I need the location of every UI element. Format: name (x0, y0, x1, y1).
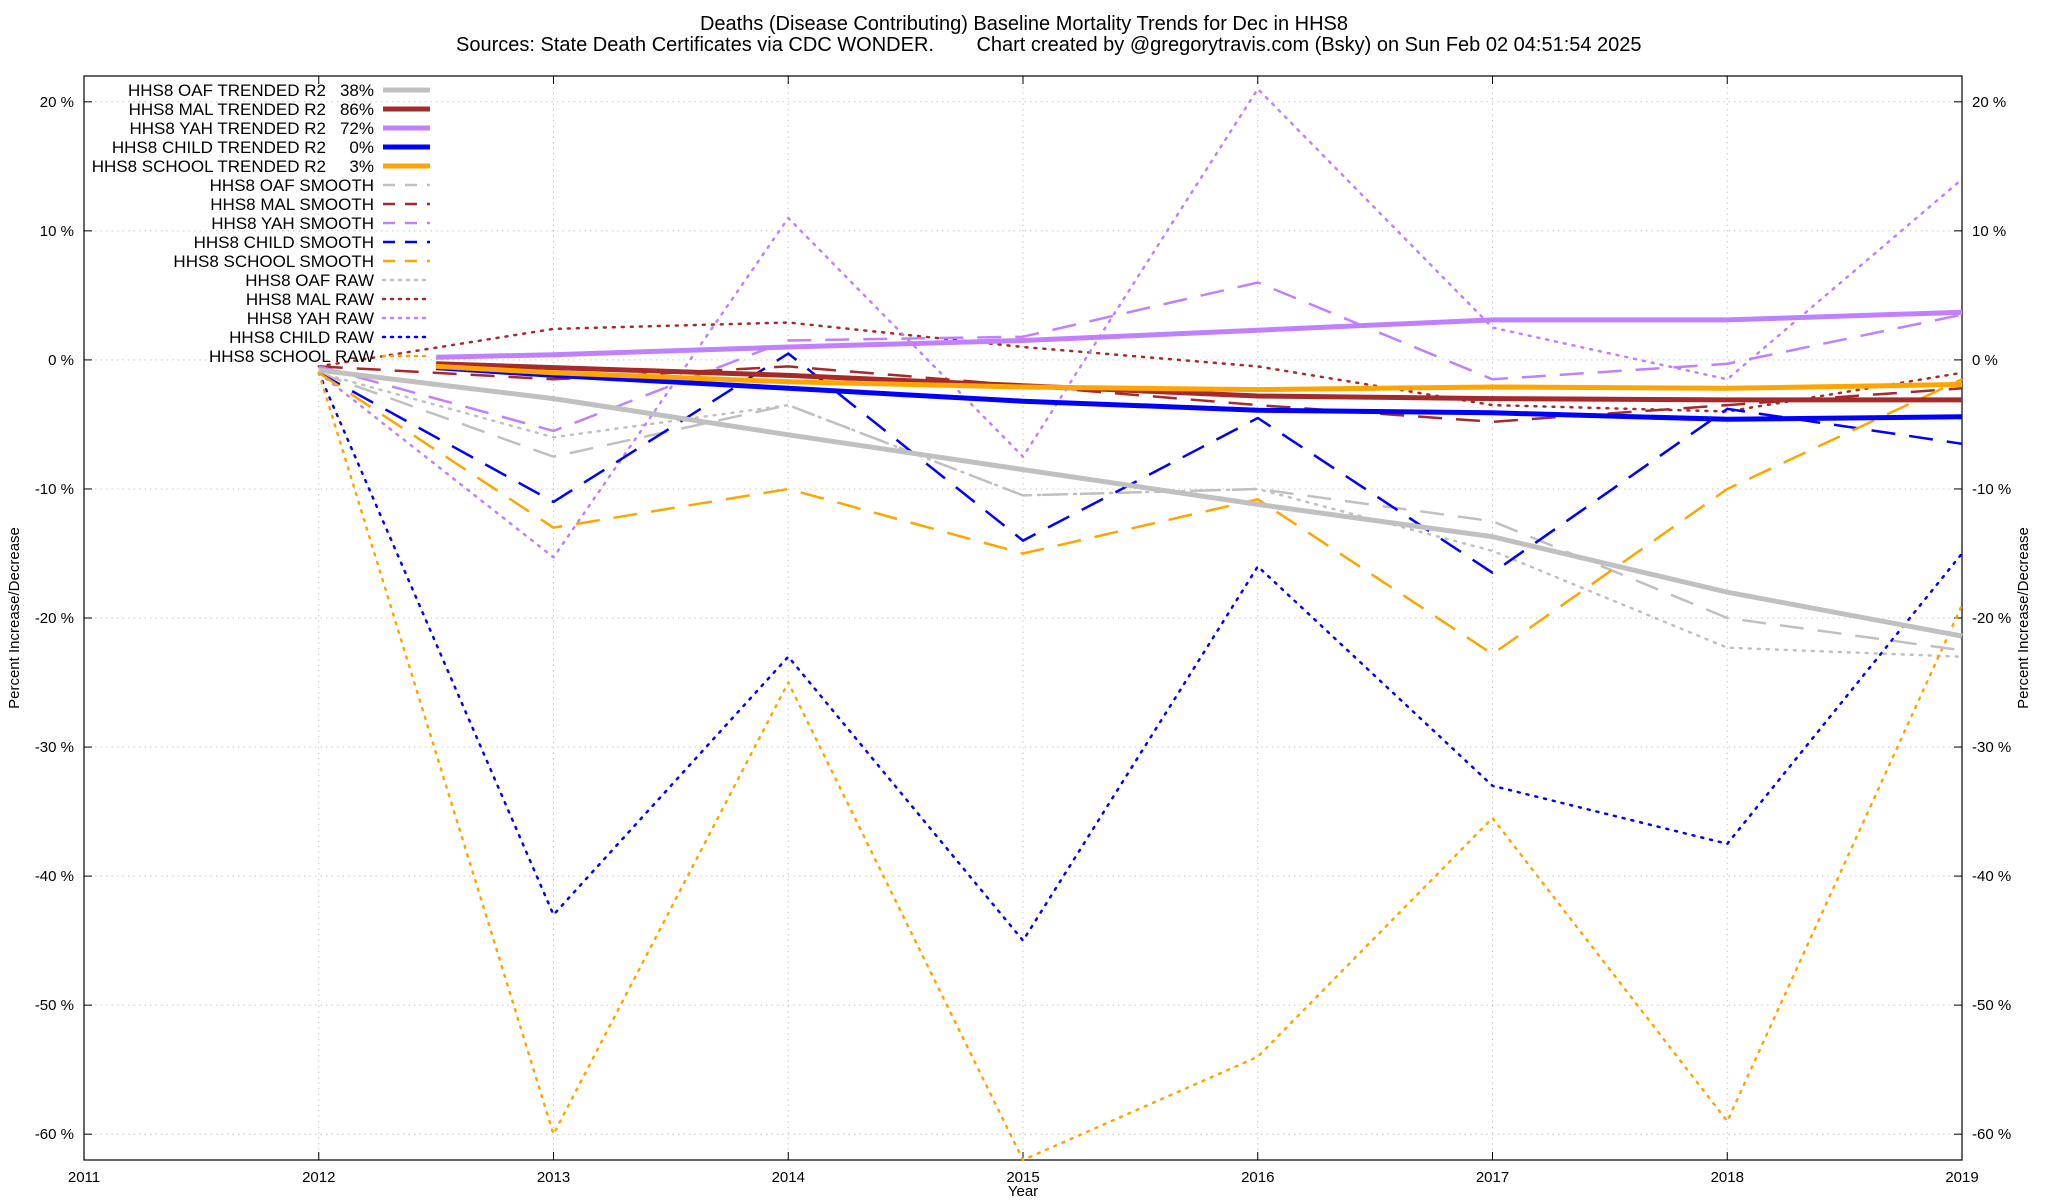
y2-tick-label: -40 % (1972, 868, 2011, 885)
series-line-hhs8-child-smooth (318, 352, 1963, 575)
legend-label: HHS8 SCHOOL TRENDED R2 (92, 157, 326, 176)
series-line-hhs8-child-raw (317, 371, 1964, 942)
y-tick-label: -20 % (35, 610, 74, 627)
legend-entry-hhs8-mal-smooth: HHS8 MAL SMOOTH (210, 195, 430, 214)
series-line-hhs8-yah-raw (317, 87, 1964, 559)
series-line-hhs8-mal-raw (317, 321, 1964, 413)
legend-label: HHS8 YAH SMOOTH (211, 214, 374, 233)
y-tick-label: -60 % (35, 1126, 74, 1143)
series-line-hhs8-school-trended-r2 (435, 363, 1963, 393)
legend-r2-value: 72% (340, 119, 374, 138)
series-line-hhs8-school-smooth (318, 371, 1963, 656)
series-line-hhs8-oaf-trended-r2 (318, 367, 1963, 639)
legend-label: HHS8 MAL TRENDED R2 (129, 100, 326, 119)
y-tick-label: 0 % (48, 352, 74, 369)
series-line-hhs8-school-raw (317, 371, 1964, 1162)
y2-tick-label: 10 % (1972, 223, 2006, 240)
chart-subtitle-left: Sources: State Death Certificates via CD… (456, 34, 934, 56)
legend-r2-value: 38% (340, 81, 374, 100)
y-tick-label: -40 % (35, 868, 74, 885)
legend-entry-hhs8-mal-trended-r2: HHS8 MAL TRENDED R2 86% (129, 100, 430, 119)
legend-entry-hhs8-school-trended-r2: HHS8 SCHOOL TRENDED R2 3% (92, 157, 430, 176)
y-tick-label: 20 % (40, 94, 74, 111)
x-tick-label: 2019 (1945, 1169, 1978, 1186)
y2-tick-label: 20 % (1972, 94, 2006, 111)
legend-entry-hhs8-school-raw: HHS8 SCHOOL RAW (209, 347, 432, 366)
y2-tick-label: -10 % (1972, 481, 2011, 498)
legend-label: HHS8 MAL RAW (246, 290, 374, 309)
legend-label: HHS8 OAF RAW (245, 271, 374, 290)
legend-r2-value: 86% (340, 100, 374, 119)
series-line-hhs8-oaf-smooth (318, 371, 1963, 652)
legend-label: HHS8 YAH TRENDED R2 (130, 119, 327, 138)
series-line-hhs8-yah-trended-r2 (436, 309, 1963, 360)
legend: HHS8 OAF TRENDED R2 38%HHS8 MAL TRENDED R… (92, 81, 432, 366)
legend-label: HHS8 OAF TRENDED R2 (128, 81, 326, 100)
y2-tick-label: 0 % (1972, 352, 1998, 369)
x-axis-label: Year (1008, 1183, 1038, 1200)
legend-entry-hhs8-child-raw: HHS8 CHILD RAW (229, 328, 432, 347)
series-line-hhs8-mal-trended-r2 (436, 361, 1962, 403)
legend-entry-hhs8-yah-trended-r2: HHS8 YAH TRENDED R2 72% (130, 119, 430, 138)
legend-label: HHS8 SCHOOL RAW (209, 347, 374, 366)
y2-tick-label: -30 % (1972, 739, 2011, 756)
legend-label: HHS8 YAH RAW (247, 309, 374, 328)
y2-axis: 20 % 10 % 0 % -10 % -20 % -30 % -40 % -50 % -60 … (1954, 94, 2011, 1143)
y-axis: 20 % 10 % 0 % -10 % -20 % -30 % -40 % -50 % -60 … (35, 94, 92, 1143)
y-tick-label: -50 % (35, 997, 74, 1014)
x-tick-label: 2014 (772, 1169, 805, 1186)
y2-tick-label: -60 % (1972, 1126, 2011, 1143)
y-tick-label: -30 % (35, 739, 74, 756)
legend-r2-value: 0% (349, 138, 374, 157)
series-line-hhs8-child-trended-r2 (435, 365, 1963, 422)
y2-tick-label: -20 % (1972, 610, 2011, 627)
legend-entry-hhs8-child-trended-r2: HHS8 CHILD TRENDED R2 0% (112, 138, 430, 157)
legend-r2-value: 3% (349, 157, 374, 176)
legend-label: HHS8 MAL SMOOTH (210, 195, 374, 214)
legend-entry-hhs8-oaf-smooth: HHS8 OAF SMOOTH (210, 176, 430, 195)
x-tick-label: 2017 (1476, 1169, 1509, 1186)
series-line-hhs8-oaf-raw (317, 371, 1964, 658)
y2-tick-label: -50 % (1972, 997, 2011, 1014)
legend-label: HHS8 CHILD RAW (229, 328, 374, 347)
x-tick-label: 2012 (302, 1169, 335, 1186)
x-tick-label: 2016 (1241, 1169, 1274, 1186)
legend-entry-hhs8-school-smooth: HHS8 SCHOOL SMOOTH (173, 252, 430, 271)
legend-entry-hhs8-mal-raw: HHS8 MAL RAW (246, 290, 432, 309)
y-axis-label: Percent Increase/Decrease (6, 527, 23, 709)
chart-subtitle-right: Chart created by @gregorytravis.com (Bsk… (976, 34, 1641, 56)
grid-layer (84, 76, 1962, 1160)
x-tick-label: 2013 (537, 1169, 570, 1186)
x-axis: 2011 2012 2013 2014 2015 2016 2017 2018 2019 (68, 76, 1979, 1186)
y-tick-label: 10 % (40, 223, 74, 240)
legend-label: HHS8 CHILD SMOOTH (194, 233, 374, 252)
y2-axis-label: Percent Increase/Decrease (2015, 527, 2032, 709)
x-tick-label: 2011 (68, 1169, 100, 1186)
legend-entry-hhs8-yah-raw: HHS8 YAH RAW (247, 309, 432, 328)
series-line-hhs8-yah-smooth (318, 281, 1963, 433)
legend-label: HHS8 SCHOOL SMOOTH (173, 252, 374, 271)
x-tick-label: 2018 (1711, 1169, 1744, 1186)
legend-entry-hhs8-oaf-raw: HHS8 OAF RAW (245, 271, 432, 290)
legend-entry-hhs8-child-smooth: HHS8 CHILD SMOOTH (194, 233, 430, 252)
legend-label: HHS8 CHILD TRENDED R2 (112, 138, 326, 157)
series-layer (317, 87, 1964, 1162)
chart-title: Deaths (Disease Contributing) Baseline M… (700, 13, 1348, 35)
x-tick-label: 2015 (1006, 1169, 1039, 1186)
legend-entry-hhs8-yah-smooth: HHS8 YAH SMOOTH (211, 214, 430, 233)
legend-entry-hhs8-oaf-trended-r2: HHS8 OAF TRENDED R2 38% (128, 81, 430, 100)
y-tick-label: -10 % (35, 481, 74, 498)
legend-label: HHS8 OAF SMOOTH (210, 176, 374, 195)
